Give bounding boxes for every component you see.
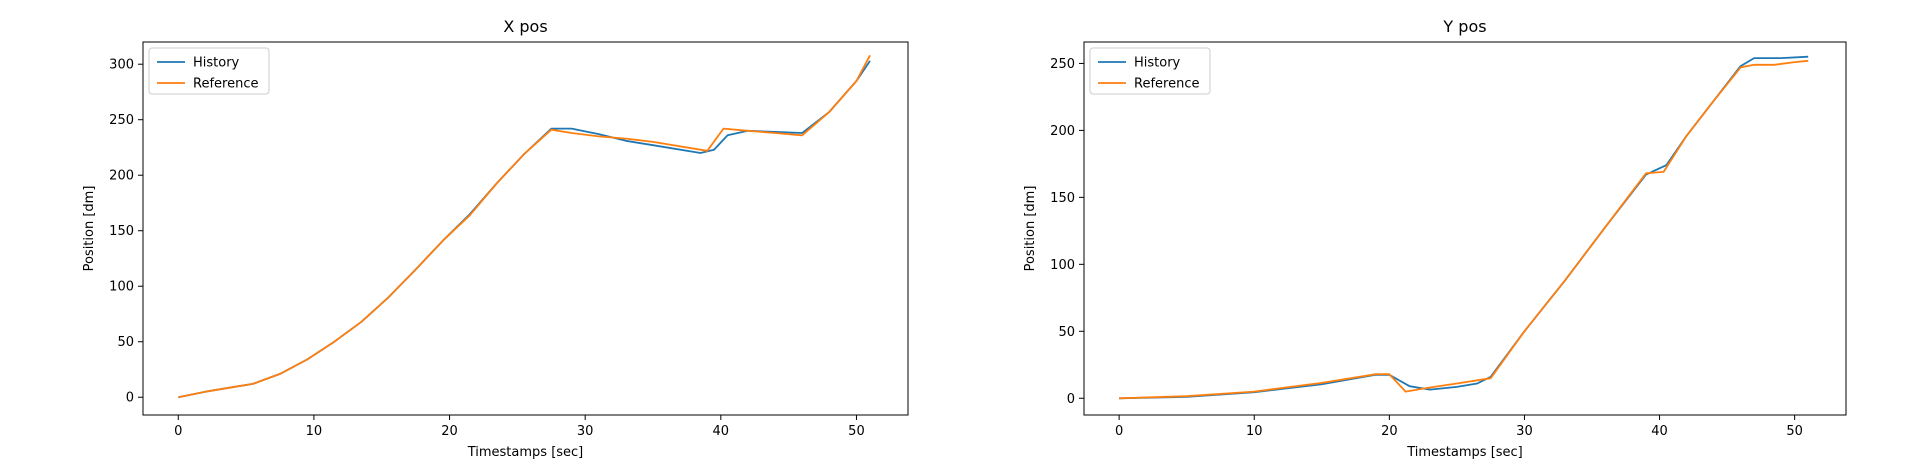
series-line-reference [178, 54, 871, 399]
chart-2: Y pos 0 10 20 30 40 50 0 50 100 150 200 250 Timestamp… [1023, 17, 1847, 460]
chart-title: X pos [503, 17, 547, 36]
legend-entry: Reference [1134, 77, 1199, 92]
y-tick-label: 50 [1058, 325, 1075, 340]
legend-entry: History [1134, 56, 1181, 71]
y-tick-label: 0 [126, 391, 134, 406]
x-tick-label: 50 [848, 424, 865, 439]
y-tick-label: 50 [117, 335, 134, 350]
y-tick-label: 150 [1050, 191, 1075, 206]
y-tick-label: 100 [1050, 258, 1075, 273]
series-line-reference [1119, 59, 1809, 400]
y-tick-label: 250 [1050, 57, 1075, 72]
x-axis-label: Timestamps [sec] [1406, 445, 1523, 460]
x-tick-label: 30 [1516, 424, 1533, 439]
axes-frame [142, 41, 909, 416]
y-tick-label: 250 [109, 113, 134, 128]
y-axis-label: Position [dm] [82, 186, 97, 272]
series-line-history [178, 60, 871, 399]
axes-frame [1083, 41, 1847, 416]
y-tick-label: 150 [109, 224, 134, 239]
x-tick-label: 10 [306, 424, 323, 439]
legend: History Reference [1089, 47, 1211, 95]
x-tick-label: 30 [577, 424, 594, 439]
series-line-history [1119, 55, 1809, 400]
x-tick-label: 50 [1786, 424, 1803, 439]
y-tick-label: 100 [109, 280, 134, 295]
y-tick-label: 200 [109, 169, 134, 184]
legend-entry: History [193, 56, 240, 71]
y-axis-label: Position [dm] [1023, 186, 1038, 272]
x-axis-label: Timestamps [sec] [467, 445, 584, 460]
chart-1: X pos 0 10 20 30 40 50 0 50 100 150 200 250 300 Timest… [82, 17, 909, 460]
x-tick-label: 0 [1115, 424, 1123, 439]
x-tick-label: 40 [1651, 424, 1668, 439]
x-tick-label: 20 [1381, 424, 1398, 439]
y-tick-label: 0 [1067, 392, 1075, 407]
legend: History Reference [148, 47, 270, 95]
chart-title: Y pos [1442, 17, 1486, 36]
y-tick-label: 300 [109, 58, 134, 73]
x-tick-label: 10 [1246, 424, 1263, 439]
y-tick-label: 200 [1050, 124, 1075, 139]
x-tick-label: 0 [174, 424, 182, 439]
x-tick-label: 40 [713, 424, 730, 439]
legend-entry: Reference [193, 77, 258, 92]
x-tick-label: 20 [441, 424, 458, 439]
